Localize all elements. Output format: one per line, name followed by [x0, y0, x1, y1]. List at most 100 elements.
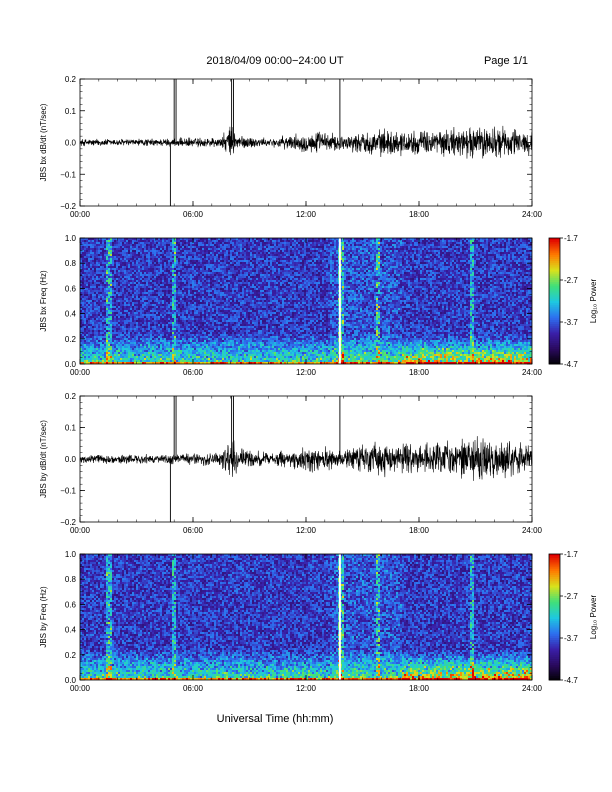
spectrogram-cell [90, 280, 92, 282]
spectrogram-cell [100, 292, 102, 294]
spectrogram-cell [108, 334, 110, 336]
spectrogram-cell [140, 340, 142, 342]
spectrogram-cell [130, 260, 132, 262]
spectrogram-cell [124, 360, 126, 362]
spectrogram-cell [122, 318, 124, 320]
spectrogram-cell [116, 266, 118, 268]
spectrogram-cell [154, 308, 156, 310]
spectrogram-cell [138, 358, 140, 360]
spectrogram-cell [136, 308, 138, 310]
spectrogram-cell [164, 250, 166, 252]
spectrogram-cell [96, 320, 98, 322]
spectrogram-cell [110, 326, 112, 328]
spectrogram-cell [130, 298, 132, 300]
spectrogram-cell [140, 312, 142, 314]
spectrogram-cell [108, 246, 110, 248]
spectrogram-cell [94, 288, 96, 290]
spectrogram-cell [110, 302, 112, 304]
spectrogram-cell [166, 326, 168, 328]
spectrogram-cell [114, 352, 116, 354]
spectrogram-cell [158, 360, 160, 362]
spectrogram-cell [118, 268, 120, 270]
panel-2: -1.7-2.7-3.7-4.7Log₁₀ Power1.00.80.60.40… [39, 234, 598, 377]
spectrogram-cell [132, 272, 134, 274]
spectrogram-cell [96, 262, 98, 264]
spectrogram-cell [100, 256, 102, 258]
spectrogram-cell [122, 272, 124, 274]
spectrogram-cell [90, 268, 92, 270]
spectrogram-cell [150, 320, 152, 322]
spectrogram-cell [136, 316, 138, 318]
spectrogram-cell [122, 328, 124, 330]
spectrogram-cell [152, 260, 154, 262]
spectrogram-cell [168, 296, 170, 298]
spectrogram-cell [100, 322, 102, 324]
spectrogram-cell [140, 246, 142, 248]
spectrogram-cell [136, 242, 138, 244]
spectrogram-cell [146, 240, 148, 242]
spectrogram-cell [104, 350, 106, 352]
spectrogram-cell [160, 346, 162, 348]
spectrogram-cell [112, 350, 114, 352]
x-tick-label: 00:00 [70, 210, 91, 219]
spectrogram-cell [88, 272, 90, 274]
spectrogram-cell [130, 358, 132, 360]
spectrogram-cell [112, 328, 114, 330]
spectrogram-cell [114, 294, 116, 296]
figure: 2018/04/09 00:00−24:00 UT Page 1/1 0.20.… [0, 0, 612, 792]
spectrogram-cell [158, 294, 160, 296]
spectrogram-cell [92, 302, 94, 304]
spectrogram-cell [122, 240, 124, 242]
spectrogram-cell [156, 314, 158, 316]
spectrogram-cell [90, 294, 92, 296]
spectrogram-cell [152, 248, 154, 250]
spectrogram-cell [116, 356, 118, 358]
spectrogram-cell [84, 302, 86, 304]
plot-title: 2018/04/09 00:00−24:00 UT [206, 55, 344, 67]
spectrogram-cell [140, 260, 142, 262]
spectrogram-cell [166, 354, 168, 356]
spectrogram-cell [150, 324, 152, 326]
spectrogram-cell [130, 354, 132, 356]
spectrogram-cell [164, 240, 166, 242]
spectrogram-cell [166, 256, 168, 258]
spectrogram-cell [148, 244, 150, 246]
spectrogram-cell [162, 278, 164, 280]
spectrogram-cell [132, 278, 134, 280]
spectrogram-cell [144, 332, 146, 334]
spectrogram-cell [158, 310, 160, 312]
spectrogram-cell [114, 242, 116, 244]
spectrogram-cell [132, 308, 134, 310]
spectrogram-cell [164, 330, 166, 332]
spectrogram-cell [118, 266, 120, 268]
spectrogram-cell [142, 292, 144, 294]
spectrogram-cell [104, 254, 106, 256]
spectrogram-cell [152, 354, 154, 356]
spectrogram-cell [124, 320, 126, 322]
spectrogram-cell [114, 258, 116, 260]
spectrogram-cell [114, 334, 116, 336]
spectrogram-cell [96, 256, 98, 258]
spectrogram-cell [86, 270, 88, 272]
spectrogram-cell [120, 358, 122, 360]
spectrogram-cell [144, 250, 146, 252]
spectrogram-cell [84, 272, 86, 274]
spectrogram-cell [106, 312, 108, 314]
spectrogram-cell [148, 328, 150, 330]
spectrogram-cell [122, 320, 124, 322]
spectrogram-cell [108, 260, 110, 262]
spectrogram-cell [156, 360, 158, 362]
spectrogram-cell [138, 340, 140, 342]
spectrogram-cell [158, 276, 160, 278]
spectrogram-cell [146, 342, 148, 344]
spectrogram-cell [100, 320, 102, 322]
spectrogram-cell [130, 336, 132, 338]
spectrogram-cell [86, 352, 88, 354]
spectrogram-cell [96, 324, 98, 326]
spectrogram-cell [130, 316, 132, 318]
spectrogram-cell [88, 360, 90, 362]
spectrogram-cell [156, 350, 158, 352]
spectrogram-cell [82, 270, 84, 272]
spectrogram-cell [142, 360, 144, 362]
spectrogram-cell [118, 272, 120, 274]
